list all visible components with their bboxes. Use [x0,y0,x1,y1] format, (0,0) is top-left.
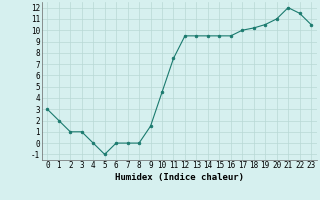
X-axis label: Humidex (Indice chaleur): Humidex (Indice chaleur) [115,173,244,182]
